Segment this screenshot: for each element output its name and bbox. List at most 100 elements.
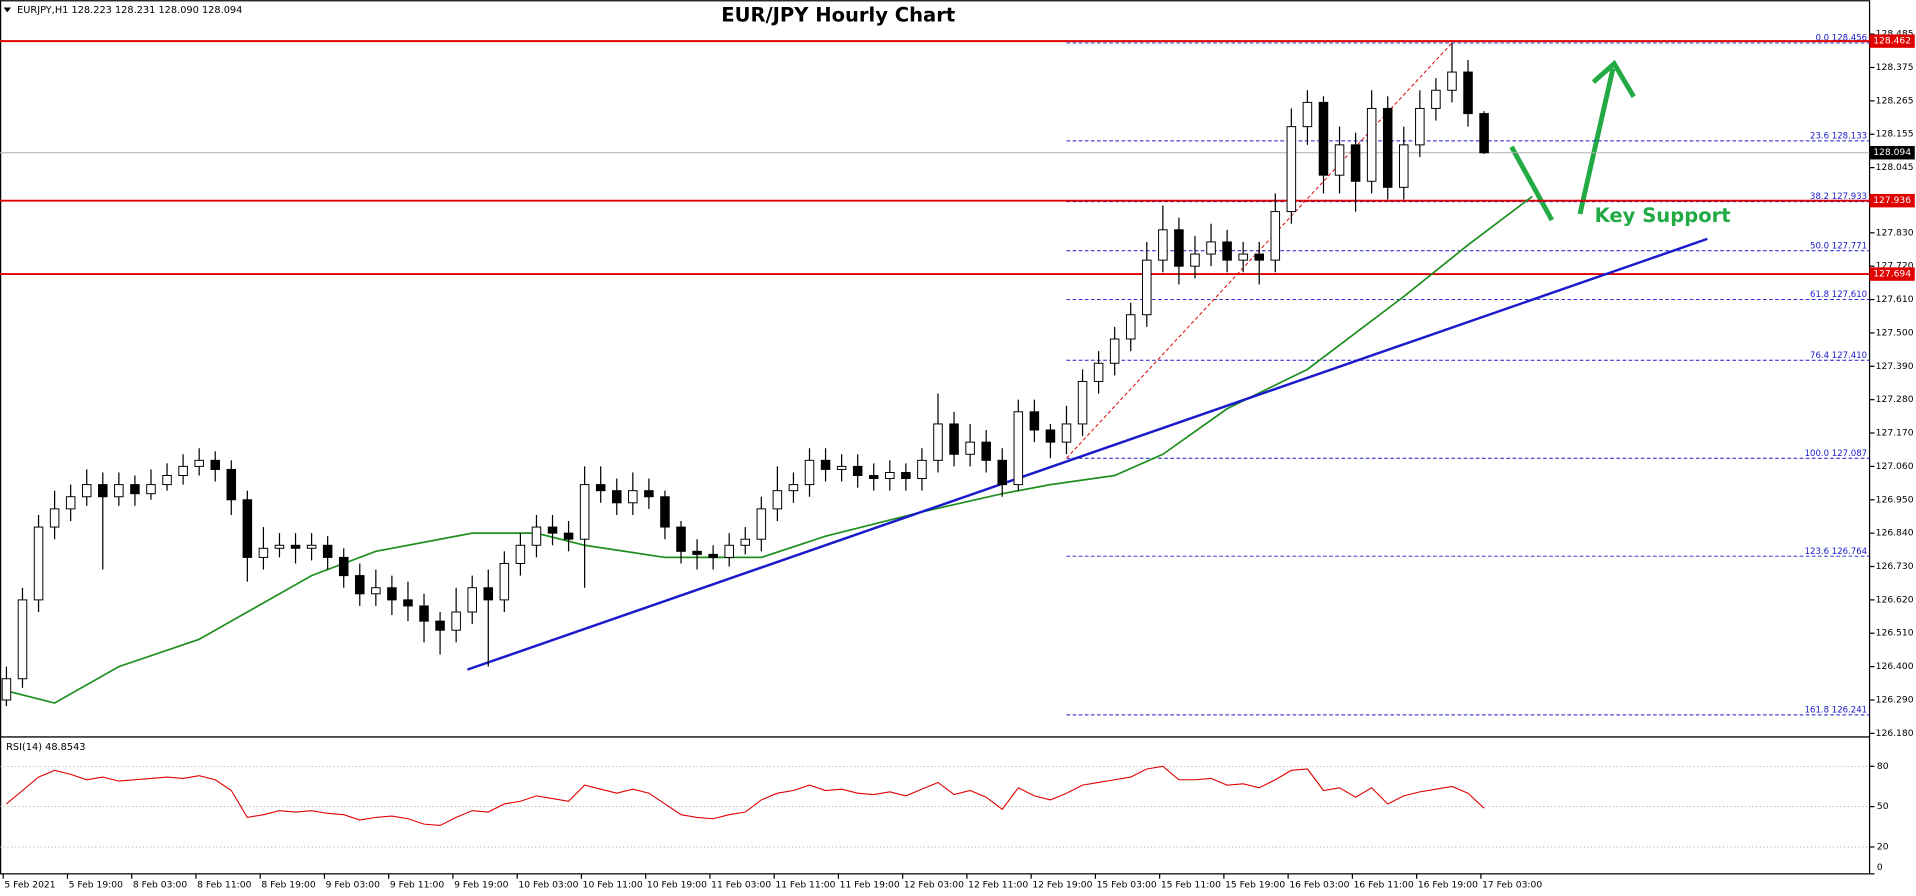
candle-body — [868, 475, 879, 480]
x-tick-label: 10 Feb 03:00 — [518, 879, 578, 890]
candle-body — [1093, 362, 1104, 382]
candle-body — [403, 599, 413, 607]
candle-body — [820, 459, 831, 470]
candle-body — [355, 575, 365, 595]
x-tick-label: 11 Feb 03:00 — [711, 879, 771, 890]
trendline — [466, 237, 1708, 671]
candle-body — [178, 465, 188, 476]
y-tick-label: 126.730 — [1876, 561, 1914, 572]
annotation: Key Support — [1595, 204, 1731, 227]
x-tick-label: 11 Feb 11:00 — [775, 879, 835, 890]
fib-label: 161.8 126.241 — [1805, 705, 1868, 715]
rsi-line — [6, 765, 1485, 827]
candle-body — [338, 556, 349, 577]
candle-body — [419, 605, 429, 622]
x-tick-label: 15 Feb 11:00 — [1161, 879, 1221, 890]
y-tick-label: 128.375 — [1876, 62, 1914, 73]
x-tick-label: 9 Feb 03:00 — [326, 879, 380, 890]
candle-body — [836, 465, 847, 470]
candle-body — [595, 484, 606, 492]
x-tick-label: 8 Feb 03:00 — [133, 879, 187, 890]
moving-average — [6, 195, 1533, 704]
level-tag — [1869, 267, 1915, 281]
x-tick-label: 17 Feb 03:00 — [1482, 879, 1542, 890]
candle-body — [1254, 253, 1264, 261]
candle-body — [901, 471, 911, 480]
candle-body — [258, 547, 269, 558]
level-tag — [1869, 34, 1915, 48]
x-tick-label: 12 Feb 11:00 — [968, 879, 1028, 890]
candle-body — [644, 490, 654, 498]
rsi-label: RSI(14) 48.8543 — [6, 742, 85, 753]
y-tick-label: 127.610 — [1876, 294, 1914, 305]
header: EURJPY,H1 128.223 128.231 128.090 128.09… — [17, 5, 242, 16]
candle-body — [1222, 241, 1232, 261]
candle-body — [660, 496, 670, 528]
candle-body — [547, 526, 558, 534]
up-arrow — [1577, 68, 1616, 215]
candle-body — [788, 484, 799, 492]
y-tick-label: 126.290 — [1876, 694, 1914, 705]
candle-body — [1142, 259, 1152, 316]
x-tick-label: 5 Feb 19:00 — [69, 879, 123, 890]
candle-body — [98, 484, 108, 498]
fib-label: 100.0 127.087 — [1805, 449, 1868, 459]
candle-body — [628, 490, 638, 504]
candle-body — [290, 544, 301, 549]
candle-body — [1415, 107, 1425, 146]
candle-body — [724, 544, 734, 558]
y-tick-label: 128.265 — [1876, 95, 1914, 106]
candle-body — [1109, 338, 1120, 364]
x-tick-label: 12 Feb 03:00 — [904, 879, 964, 890]
last-price-tag — [1869, 146, 1915, 160]
x-tick-label: 10 Feb 11:00 — [583, 879, 643, 890]
level-label: 127.936 — [1873, 195, 1911, 206]
fib-label: 23.6 128.133 — [1810, 132, 1867, 142]
fib-label: 61.8 127.610 — [1810, 290, 1867, 300]
y-tick-label: 127.280 — [1876, 394, 1914, 405]
level-tag — [1869, 193, 1915, 208]
x-tick-label: 10 Feb 19:00 — [647, 879, 707, 890]
candle-body — [1431, 89, 1441, 109]
candle-body — [965, 441, 975, 455]
candle-body — [1382, 107, 1393, 188]
y-tick-label: 126.400 — [1876, 661, 1914, 672]
candle-body — [917, 459, 927, 480]
x-tick-label: 12 Feb 19:00 — [1032, 879, 1092, 890]
candle-body — [1399, 144, 1409, 188]
candle-body — [1334, 144, 1345, 176]
fib-label: 123.6 126.764 — [1805, 547, 1868, 557]
candle-body — [1206, 241, 1216, 255]
arrows — [1509, 59, 1636, 222]
y-tick-label: 127.390 — [1876, 361, 1914, 372]
rsi-y-tick-label: 20 — [1877, 841, 1889, 852]
candle-body — [772, 490, 783, 510]
candle-body — [194, 459, 204, 467]
x-tick-label: 11 Feb 19:00 — [840, 879, 900, 890]
candle-body — [114, 484, 124, 498]
candle-body — [692, 550, 702, 555]
candle-body — [531, 526, 542, 546]
candle-body — [33, 526, 44, 601]
candle-body — [226, 468, 237, 501]
candle-body — [1270, 211, 1281, 261]
candle-body — [467, 587, 477, 613]
candle-body — [81, 484, 92, 498]
y-tick-label: 127.720 — [1876, 261, 1914, 272]
rsi-y-tick-label: 0 — [1877, 862, 1883, 873]
candle-body — [1077, 380, 1088, 425]
candle-body — [1479, 113, 1489, 154]
candle-body — [387, 587, 397, 601]
fib-label: 50.0 127.771 — [1810, 241, 1867, 251]
y-tick-label: 128.045 — [1876, 162, 1914, 173]
y-tick-label: 127.500 — [1876, 327, 1914, 338]
chart-title: EUR/JPY Hourly Chart — [721, 4, 955, 27]
candle-body — [49, 508, 60, 528]
candle-body — [563, 532, 574, 540]
x-tick-label: 5 Feb 2021 — [4, 879, 55, 890]
candle-body — [997, 459, 1008, 486]
rsi-panel — [0, 736, 1871, 875]
candle-body — [1286, 126, 1297, 213]
y-tick-label: 128.485 — [1876, 29, 1914, 40]
